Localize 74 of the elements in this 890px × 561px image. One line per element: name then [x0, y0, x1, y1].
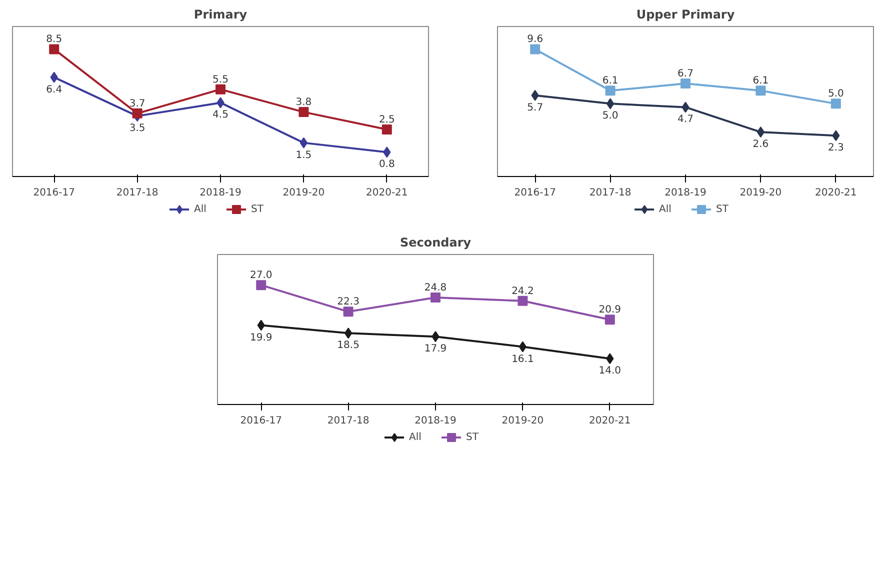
data-label: 16.1 — [512, 354, 534, 365]
x-tick-label: 2019-20 — [502, 416, 544, 426]
data-label: 24.2 — [512, 286, 534, 297]
data-label: 14.0 — [598, 366, 622, 377]
chart-title: Primary — [194, 8, 248, 22]
chart-title: Upper Primary — [636, 8, 735, 22]
data-label: 24.8 — [424, 282, 447, 294]
point — [606, 98, 614, 110]
data-label: 3.7 — [129, 98, 146, 110]
legend-label: All — [659, 204, 672, 214]
data-label: 5.7 — [527, 102, 544, 114]
point — [300, 137, 308, 148]
x-tick-label: 2017-18 — [116, 188, 158, 198]
x-tick-label: 2018-19 — [200, 188, 242, 198]
data-label: 2.6 — [752, 139, 769, 150]
point — [382, 124, 392, 134]
chart-title: Secondary — [400, 236, 472, 250]
data-label: 19.9 — [250, 332, 272, 344]
point — [216, 84, 226, 94]
data-label: 3.8 — [296, 97, 312, 108]
data-label: 8.5 — [46, 34, 62, 46]
x-tick-label: 2020-21 — [815, 188, 857, 198]
x-tick-label: 2020-21 — [366, 188, 408, 198]
data-label: 20.9 — [598, 304, 622, 316]
data-label: 6.1 — [602, 76, 618, 87]
data-label: 27.0 — [250, 270, 272, 282]
data-label: 5.0 — [828, 88, 844, 100]
data-label: 5.5 — [212, 74, 228, 86]
x-tick-label: 2016-17 — [33, 188, 76, 198]
point — [605, 86, 616, 96]
legend-label: All — [194, 204, 208, 214]
legend-label: ST — [466, 432, 480, 442]
data-label: 6.7 — [678, 68, 694, 80]
point — [518, 296, 528, 306]
x-tick-label: 2016-17 — [514, 188, 556, 198]
point — [49, 44, 60, 54]
data-label: 3.5 — [129, 123, 146, 134]
x-tick-label: 2018-19 — [664, 188, 706, 198]
data-label: 0.8 — [378, 159, 395, 170]
data-label: 6.1 — [752, 76, 769, 87]
data-label: 6.4 — [46, 84, 62, 96]
data-label: 18.5 — [337, 340, 360, 352]
data-label: 2.3 — [828, 142, 844, 154]
x-tick-label: 2019-20 — [740, 188, 782, 198]
legend-label: All — [409, 432, 422, 442]
data-label: 5.0 — [602, 110, 618, 122]
point — [604, 314, 615, 325]
point — [680, 78, 690, 89]
point — [530, 44, 540, 54]
x-tick-label: 2018-19 — [414, 416, 456, 426]
data-label: 1.5 — [296, 150, 312, 161]
data-label: 4.5 — [212, 110, 228, 121]
x-tick-label: 2020-21 — [589, 416, 631, 426]
x-tick-label: 2017-18 — [589, 188, 632, 198]
point — [343, 306, 354, 317]
point — [132, 108, 142, 118]
x-tick-label: 2017-18 — [327, 416, 370, 426]
point — [756, 86, 766, 96]
data-label: 22.3 — [337, 296, 360, 308]
point — [430, 292, 440, 303]
data-label: 9.6 — [527, 34, 544, 46]
point — [344, 328, 352, 339]
point — [830, 98, 841, 109]
point — [298, 107, 309, 118]
point — [756, 126, 765, 138]
legend-label: ST — [716, 204, 730, 214]
point — [518, 341, 527, 352]
data-label: 17.9 — [424, 344, 447, 355]
point — [256, 280, 266, 290]
x-tick-label: 2019-20 — [282, 188, 325, 198]
data-label: 2.5 — [378, 114, 395, 126]
legend-label: ST — [251, 204, 264, 214]
data-label: 4.7 — [678, 114, 694, 126]
x-tick-label: 2016-17 — [240, 416, 282, 426]
